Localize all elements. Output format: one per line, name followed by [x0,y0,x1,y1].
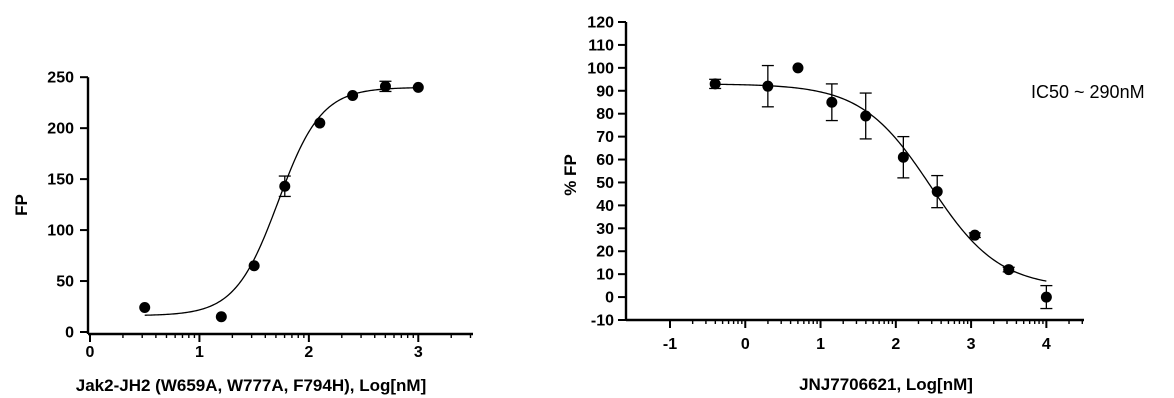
chart-2-x-tick-label: 0 [741,336,750,353]
chart-1-y-tick-label: 200 [47,121,74,138]
chart-2-y-tick-label: 20 [596,244,614,261]
chart-2-x-tick-label: -1 [663,336,677,353]
chart-1-x-tick-label: 1 [195,344,204,361]
chart-2-x-tick-label: 2 [891,336,900,353]
chart-2-y-tick-label: 50 [596,175,614,192]
chart-1-data-point [279,180,291,192]
chart-2-y-tick-label: 10 [596,267,614,284]
chart-1-data-point [248,260,260,272]
chart-2-data-point [1040,291,1052,303]
chart-2-x-tick-label: 1 [816,336,825,353]
chart-2-data-point [1003,264,1015,276]
chart-2-y-tick-label: 100 [587,60,614,77]
chart-1-y-axis-title: FP [12,194,31,216]
chart-1-x-tick-label: 3 [414,344,423,361]
chart-2-data-point [931,186,943,198]
chart-2-data-point [860,110,872,122]
chart-2-x-tick-label: 3 [967,336,976,353]
chart-percent-fp-inhibition: % FP JNJ7706621, Log[nM] IC50 ~ 290nM -1… [561,15,1145,395]
chart-1-data-point [139,302,151,314]
chart-fp-titration: FP Jak2-JH2 (W659A, W777A, F794H), Log[n… [12,70,473,395]
chart-2-y-tick-label: 40 [596,198,614,215]
chart-1-y-tick-label: 250 [47,70,74,87]
chart-1-y-tick-label: 0 [65,325,74,342]
chart-1-y-tick-label: 100 [47,223,74,240]
chart-2-y-tick-label: 0 [605,290,614,307]
chart-2-x-tick-label: 4 [1042,336,1051,353]
chart-2-data-point [826,96,838,108]
chart-1-data-point [347,90,359,102]
chart-2-data-point [762,80,774,92]
chart-2-x-axis-title: JNJ7706621, Log[nM] [799,375,973,394]
chart-2-y-tick-label: 70 [596,129,614,146]
chart-2-fit-curve [715,83,1047,282]
chart-1-x-tick-label: 2 [304,344,313,361]
chart-2-data-point [709,78,721,90]
chart-1-data-point [314,117,326,129]
chart-2-data-point [792,62,804,74]
chart-2-y-tick-label: 30 [596,221,614,238]
chart-2-y-tick-label: -10 [591,313,614,330]
chart-2-data-point [897,151,909,163]
chart-1-data-point [379,80,391,92]
chart-1-data-point [215,311,227,323]
chart-2-ic50-annotation: IC50 ~ 290nM [1031,82,1145,102]
chart-2-data-point [969,229,981,241]
chart-2-y-tick-label: 120 [587,15,614,32]
chart-2-y-tick-label: 110 [588,37,614,54]
chart-1-y-tick-label: 150 [47,172,74,189]
chart-2-y-tick-label: 90 [596,83,614,100]
chart-2-y-tick-label: 60 [596,152,614,169]
chart-2-y-tick-label: 80 [596,106,614,123]
chart-1-x-axis-title: Jak2-JH2 (W659A, W777A, F794H), Log[nM] [76,376,426,395]
chart-1-y-tick-label: 50 [56,274,74,291]
chart-1-fit-curve [144,87,419,316]
chart-1-x-tick-label: 0 [86,344,95,361]
chart-1-data-point [412,81,424,93]
chart-2-y-axis-title: % FP [561,154,580,196]
